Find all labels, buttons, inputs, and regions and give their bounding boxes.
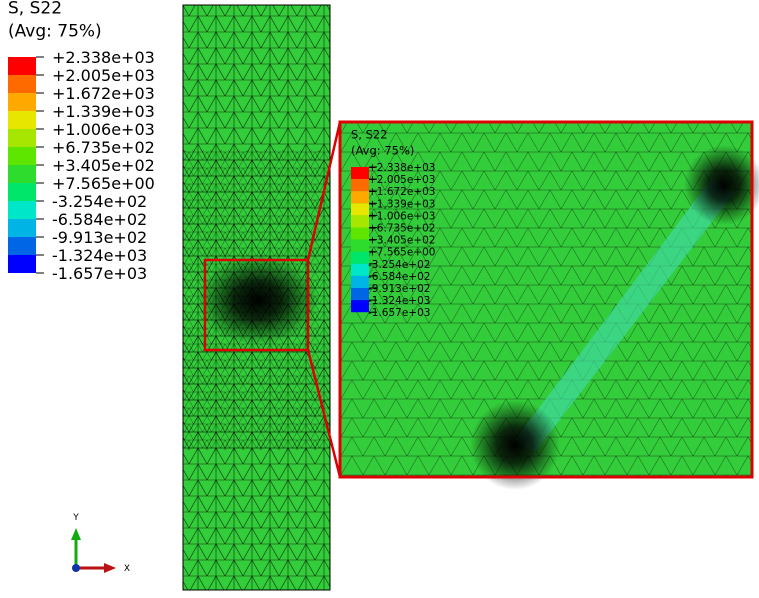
legend-label: -6.584e+02 — [52, 210, 147, 229]
legend-swatch — [8, 255, 36, 273]
zoom-line — [306, 349, 342, 478]
legend-swatch — [351, 263, 369, 276]
legend-swatch — [8, 219, 36, 237]
legend-label: -9.913e+02 — [52, 228, 147, 247]
legend-swatch — [8, 183, 36, 201]
triad-y: Y — [72, 513, 79, 523]
legend-label: +1.006e+03 — [52, 120, 155, 139]
legend-label: -1.657e+03 — [52, 264, 147, 283]
legend-swatch — [351, 239, 369, 252]
legend-swatch — [8, 147, 36, 165]
legend-title: S, S22 — [351, 128, 388, 142]
legend-title: S, S22 — [8, 0, 62, 18]
legend-swatch — [351, 179, 369, 192]
legend: S, S22 (Avg: 75%) +2.338e+03+2.005e+03+1.6… — [8, 0, 155, 283]
legend-label: +1.339e+03 — [368, 198, 435, 210]
legend-label: -6.584e+02 — [368, 271, 430, 283]
legend-label: +6.735e+02 — [368, 222, 435, 234]
legend-label: -3.254e+02 — [368, 259, 430, 271]
legend-label: +6.735e+02 — [52, 138, 155, 157]
legend-swatch — [8, 93, 36, 111]
legend-label: +2.005e+03 — [368, 174, 435, 186]
legend-label: -1.324e+03 — [368, 295, 430, 307]
legend-swatch — [351, 275, 369, 288]
axis-triad: Y X — [71, 513, 130, 574]
legend-swatch — [8, 75, 36, 93]
legend-swatch — [8, 111, 36, 129]
legend-subtitle: (Avg: 75%) — [351, 144, 414, 158]
legend-swatch — [8, 57, 36, 75]
legend-label: +2.338e+03 — [368, 162, 435, 174]
legend-swatch — [351, 203, 369, 216]
legend-label: +2.338e+03 — [52, 48, 155, 67]
plate — [182, 4, 331, 591]
legend-label: +7.565e+00 — [368, 247, 435, 259]
legend-swatch — [351, 251, 369, 264]
legend-label: -1.657e+03 — [368, 307, 430, 319]
legend-label: +2.005e+03 — [52, 66, 155, 85]
legend-label: +1.339e+03 — [52, 102, 155, 121]
inset-legend: S, S22 (Avg: 75%) +2.338e+03+2.005e+03+1.6… — [351, 128, 435, 319]
inset — [338, 120, 759, 490]
legend-swatch — [8, 165, 36, 183]
triad-x: X — [124, 564, 130, 574]
legend-label: +1.006e+03 — [368, 210, 435, 222]
legend-label: -9.913e+02 — [368, 283, 430, 295]
legend-swatch — [351, 215, 369, 228]
legend-label: -3.254e+02 — [52, 192, 147, 211]
legend-swatch — [8, 129, 36, 147]
zoom-line — [306, 121, 342, 261]
legend-label: +7.565e+00 — [52, 174, 155, 193]
legend-swatch — [351, 167, 369, 180]
legend-swatch — [351, 288, 369, 301]
legend-label: +1.672e+03 — [368, 186, 435, 198]
legend-swatch — [351, 227, 369, 240]
legend-swatch — [351, 300, 369, 313]
legend-swatch — [8, 201, 36, 219]
legend-label: +3.405e+02 — [368, 235, 435, 247]
legend-swatch — [8, 237, 36, 255]
legend-label: +1.672e+03 — [52, 84, 155, 103]
legend-label: -1.324e+03 — [52, 246, 147, 265]
legend-subtitle: (Avg: 75%) — [8, 21, 102, 41]
legend-swatch — [351, 191, 369, 204]
legend-label: +3.405e+02 — [52, 156, 155, 175]
